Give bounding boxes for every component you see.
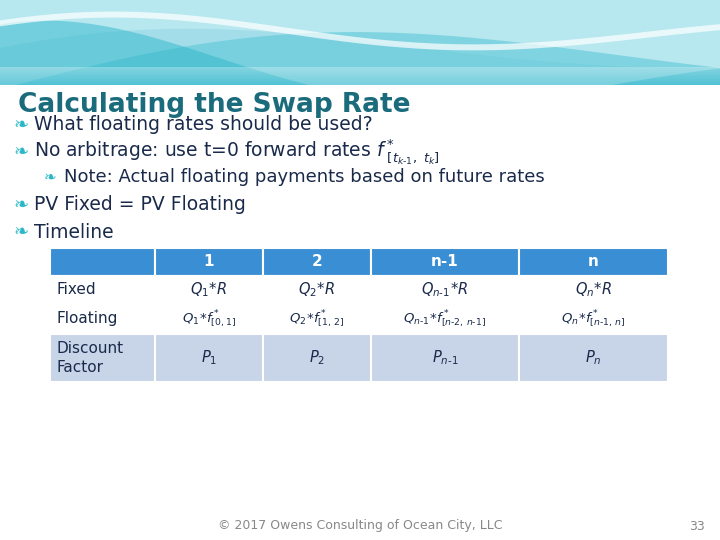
Text: $Q_1\!*\!f^*_{[0,1]}$: $Q_1\!*\!f^*_{[0,1]}$ [182,308,236,330]
Text: © 2017 Owens Consulting of Ocean City, LLC: © 2017 Owens Consulting of Ocean City, L… [217,519,503,532]
Text: $P_1$: $P_1$ [201,349,217,367]
Bar [371,276,519,304]
Text: $Q_n\!*\!R$: $Q_n\!*\!R$ [575,281,612,299]
Bar [155,248,263,276]
Bar [371,334,519,382]
Text: ❧: ❧ [14,223,29,241]
Polygon shape [0,70,720,71]
Bar [371,304,519,334]
Bar [519,304,668,334]
Bar [50,304,155,334]
Text: ❧: ❧ [14,196,29,214]
Text: $Q_{n\text{-}1}\!*\!R$: $Q_{n\text{-}1}\!*\!R$ [421,281,469,299]
Text: Calculating the Swap Rate: Calculating the Swap Rate [18,92,410,118]
Bar [519,276,668,304]
Polygon shape [0,0,720,85]
Text: What floating rates should be used?: What floating rates should be used? [34,116,373,134]
Text: 1: 1 [204,254,215,269]
Bar [519,248,668,276]
Bar [263,334,371,382]
Polygon shape [0,79,720,80]
Bar [50,334,155,382]
Text: ❧: ❧ [44,170,57,185]
Text: $Q_2\!*\!R$: $Q_2\!*\!R$ [298,281,336,299]
Polygon shape [0,29,720,85]
Text: $Q_n\!*\!f^*_{[n\text{-}1,\,n]}$: $Q_n\!*\!f^*_{[n\text{-}1,\,n]}$ [561,308,626,330]
Polygon shape [0,75,720,76]
Bar [50,276,155,304]
Bar [263,276,371,304]
Bar [155,276,263,304]
Text: 2: 2 [312,254,323,269]
Bar [50,248,155,276]
Bar [263,304,371,334]
Text: $P_n$: $P_n$ [585,349,602,367]
Text: ❧: ❧ [14,143,29,161]
Text: $Q_{n\text{-}1}\!*\!f^*_{[n\text{-}2,\,n\text{-}1]}$: $Q_{n\text{-}1}\!*\!f^*_{[n\text{-}2,\,n… [403,308,487,330]
Text: Timeline: Timeline [34,222,114,241]
Polygon shape [0,69,720,70]
Bar [263,248,371,276]
Polygon shape [0,76,720,78]
Text: PV Fixed = PV Floating: PV Fixed = PV Floating [34,195,246,214]
Polygon shape [0,32,720,85]
Text: Note: Actual floating payments based on future rates: Note: Actual floating payments based on … [64,168,545,186]
Text: Floating: Floating [56,312,117,327]
Text: n-1: n-1 [431,254,459,269]
Polygon shape [0,67,720,69]
Bar [519,334,668,382]
Polygon shape [0,71,720,73]
Polygon shape [0,11,720,50]
Bar [155,304,263,334]
Text: ❧: ❧ [14,116,29,134]
Polygon shape [0,78,720,79]
Bar [371,248,519,276]
Text: Discount
Factor: Discount Factor [56,341,123,375]
Text: Fixed: Fixed [56,282,96,298]
Text: 33: 33 [689,519,705,532]
Polygon shape [0,21,720,85]
Text: $P_2$: $P_2$ [309,349,325,367]
Text: No arbitrage: use t=0 forward rates $f^*_{\ [t_{k\text{-}1},\ t_k]}$: No arbitrage: use t=0 forward rates $f^*… [34,137,440,167]
Text: $Q_2\!*\!f^*_{[1,\,2]}$: $Q_2\!*\!f^*_{[1,\,2]}$ [289,308,345,330]
Text: $P_{n\text{-}1}$: $P_{n\text{-}1}$ [432,349,458,367]
Bar [155,334,263,382]
Polygon shape [0,73,720,75]
Text: n: n [588,254,599,269]
Text: $Q_1\!*\!R$: $Q_1\!*\!R$ [190,281,228,299]
